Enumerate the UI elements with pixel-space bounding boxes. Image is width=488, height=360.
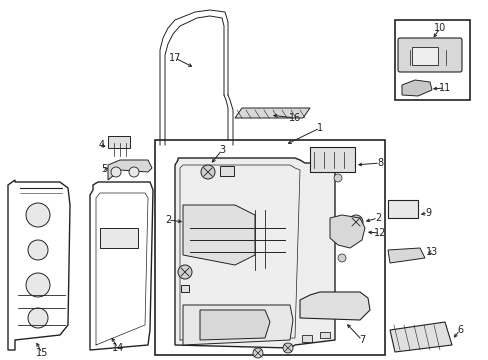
Polygon shape	[90, 182, 153, 350]
Circle shape	[333, 174, 341, 182]
Polygon shape	[183, 205, 254, 265]
Circle shape	[178, 265, 192, 279]
Text: 2: 2	[374, 213, 380, 223]
Text: 15: 15	[36, 348, 48, 358]
FancyBboxPatch shape	[397, 38, 461, 72]
Circle shape	[348, 215, 362, 229]
Bar	[394, 20, 469, 100]
Polygon shape	[200, 310, 269, 340]
Text: 16: 16	[288, 113, 301, 123]
Bar	[155, 140, 384, 355]
Polygon shape	[329, 215, 364, 248]
Circle shape	[26, 273, 50, 297]
Circle shape	[283, 343, 292, 353]
Polygon shape	[108, 160, 152, 180]
Text: 9: 9	[424, 208, 430, 218]
Circle shape	[26, 203, 50, 227]
Polygon shape	[401, 80, 431, 96]
Polygon shape	[183, 305, 292, 345]
Bar	[387, 200, 417, 218]
Circle shape	[201, 165, 215, 179]
Circle shape	[337, 254, 346, 262]
Text: 12: 12	[373, 228, 386, 238]
Text: 6: 6	[456, 325, 462, 335]
Polygon shape	[235, 108, 309, 118]
Circle shape	[129, 167, 139, 177]
Text: 5: 5	[101, 164, 107, 174]
Polygon shape	[8, 180, 70, 350]
Text: 17: 17	[168, 53, 181, 63]
Bar	[100, 228, 138, 248]
Polygon shape	[299, 292, 369, 320]
Text: 1: 1	[316, 123, 323, 133]
Text: 8: 8	[376, 158, 382, 168]
Text: 10: 10	[433, 23, 445, 33]
Bar	[220, 166, 234, 176]
Polygon shape	[389, 322, 451, 352]
Text: 2: 2	[164, 215, 171, 225]
Circle shape	[28, 240, 48, 260]
Circle shape	[252, 348, 263, 358]
Bar	[309, 147, 354, 172]
Bar	[319, 332, 329, 338]
Text: 13: 13	[425, 247, 437, 257]
Polygon shape	[387, 248, 424, 263]
Bar	[181, 285, 189, 292]
Text: 7: 7	[358, 335, 365, 345]
Circle shape	[28, 308, 48, 328]
Text: 3: 3	[219, 145, 224, 155]
Text: 14: 14	[112, 343, 124, 353]
Bar	[411, 47, 437, 65]
Polygon shape	[175, 158, 334, 348]
Text: 4: 4	[99, 140, 105, 150]
Bar	[302, 335, 311, 342]
Text: 11: 11	[438, 83, 450, 93]
Bar	[108, 136, 130, 148]
Circle shape	[111, 167, 121, 177]
